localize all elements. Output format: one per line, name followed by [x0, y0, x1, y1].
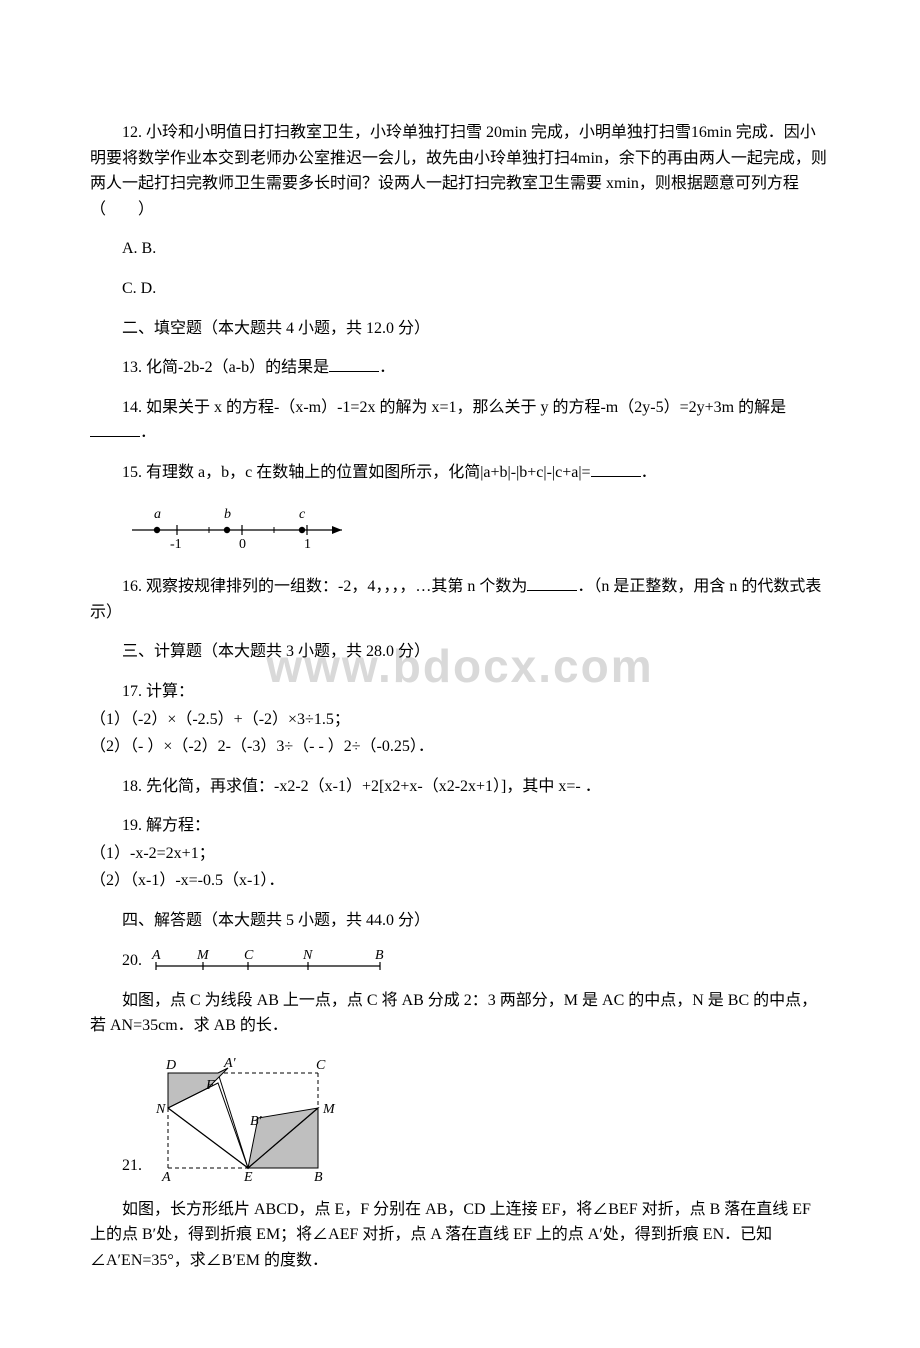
q12-option-ab: A. B. [90, 236, 830, 262]
q19-head: 19. 解方程： [90, 813, 830, 839]
label-E: E [243, 1170, 253, 1183]
label-zero: 0 [239, 537, 246, 552]
q15-text: 15. 有理数 a，b，c 在数轴上的位置如图所示，化简|a+b|-|b+c|-… [90, 460, 830, 486]
section-3-heading: 三、计算题（本大题共 3 小题，共 28.0 分） [90, 639, 830, 665]
label-N: N [302, 948, 313, 963]
q17-line1: （1）（-2）×（-2.5）+（-2）×3÷1.5； [90, 707, 830, 733]
label-A: A [151, 948, 161, 963]
label-minus1: -1 [170, 537, 182, 552]
q21-text: 如图，长方形纸片 ABCD，点 E，F 分别在 AB，CD 上连接 EF，将∠B… [90, 1197, 830, 1274]
label-one: 1 [304, 537, 311, 552]
q17-head: 17. 计算： [90, 679, 830, 705]
q20-text: 如图，点 C 为线段 AB 上一点，点 C 将 AB 分成 2：3 两部分，M … [90, 988, 830, 1039]
label-B: B [375, 948, 384, 963]
q13-text: 13. 化简-2b-2（a-b）的结果是 ． [90, 355, 830, 381]
q20-number: 20. [122, 948, 142, 974]
blank [90, 420, 140, 437]
q19-line2: （2）（x-1）-x=-0.5（x-1）． [90, 868, 830, 894]
q19-line1: （1）-x-2=2x+1； [90, 841, 830, 867]
blank [329, 355, 379, 372]
label-M: M [196, 948, 210, 963]
label-C21: C [316, 1058, 326, 1073]
label-c: c [299, 507, 306, 522]
label-B21: B [314, 1170, 323, 1183]
q17-line2: （2）（- ）×（-2）2-（-3）3÷（- - ）2÷（-0.25）． [90, 734, 830, 760]
q12-option-cd: C. D. [90, 276, 830, 302]
label-C: C [244, 948, 254, 963]
q14-stem: 14. 如果关于 x 的方程-（x-m）-1=2x 的解为 x=1，那么关于 y… [122, 399, 786, 416]
section-2-heading: 二、填空题（本大题共 4 小题，共 12.0 分） [90, 316, 830, 342]
segment-figure: A M C N B [148, 948, 388, 974]
period: ． [379, 359, 395, 376]
label-A21: A [161, 1170, 171, 1183]
label-N21: N [155, 1102, 166, 1117]
q12-stem: 12. 小玲和小明值日打扫教室卫生，小玲单独打扫雪 20min 完成，小明单独打… [90, 120, 830, 222]
q16-text: 16. 观察按规律排列的一组数：-2，4，，，，…其第 n 个数为．（n 是正整… [90, 574, 830, 625]
q14-text: 14. 如果关于 x 的方程-（x-m）-1=2x 的解为 x=1，那么关于 y… [90, 395, 830, 446]
period: ． [641, 464, 657, 481]
q13-stem: 13. 化简-2b-2（a-b）的结果是 [122, 359, 329, 376]
q18-text: 18. 先化简，再求值：-x2-2（x-1）+2[x2+x-（x2-2x+1）]… [90, 774, 830, 800]
section-4-heading: 四、解答题（本大题共 5 小题，共 44.0 分） [90, 908, 830, 934]
q15-stem: 15. 有理数 a，b，c 在数轴上的位置如图所示，化简|a+b|-|b+c|-… [122, 464, 591, 481]
label-F: F [205, 1078, 215, 1093]
blank [527, 574, 577, 591]
label-a: a [154, 507, 161, 522]
label-Aprime: A' [223, 1056, 237, 1071]
label-b: b [224, 507, 231, 522]
fold-figure: A' B' D C N F M A E B [148, 1053, 348, 1183]
q16-stem: 16. 观察按规律排列的一组数：-2，4，，，，…其第 n 个数为 [122, 578, 527, 595]
period: ． [140, 424, 156, 441]
blank [591, 460, 641, 477]
label-M21: M [322, 1102, 336, 1117]
number-line-figure: a b c -1 0 1 [122, 500, 830, 561]
q21-row: 21. A [122, 1053, 830, 1183]
q21-number: 21. [122, 1153, 142, 1183]
label-Bprime: B' [250, 1114, 263, 1129]
q20-row: 20. A M C N B [122, 948, 830, 974]
label-D: D [165, 1058, 176, 1073]
